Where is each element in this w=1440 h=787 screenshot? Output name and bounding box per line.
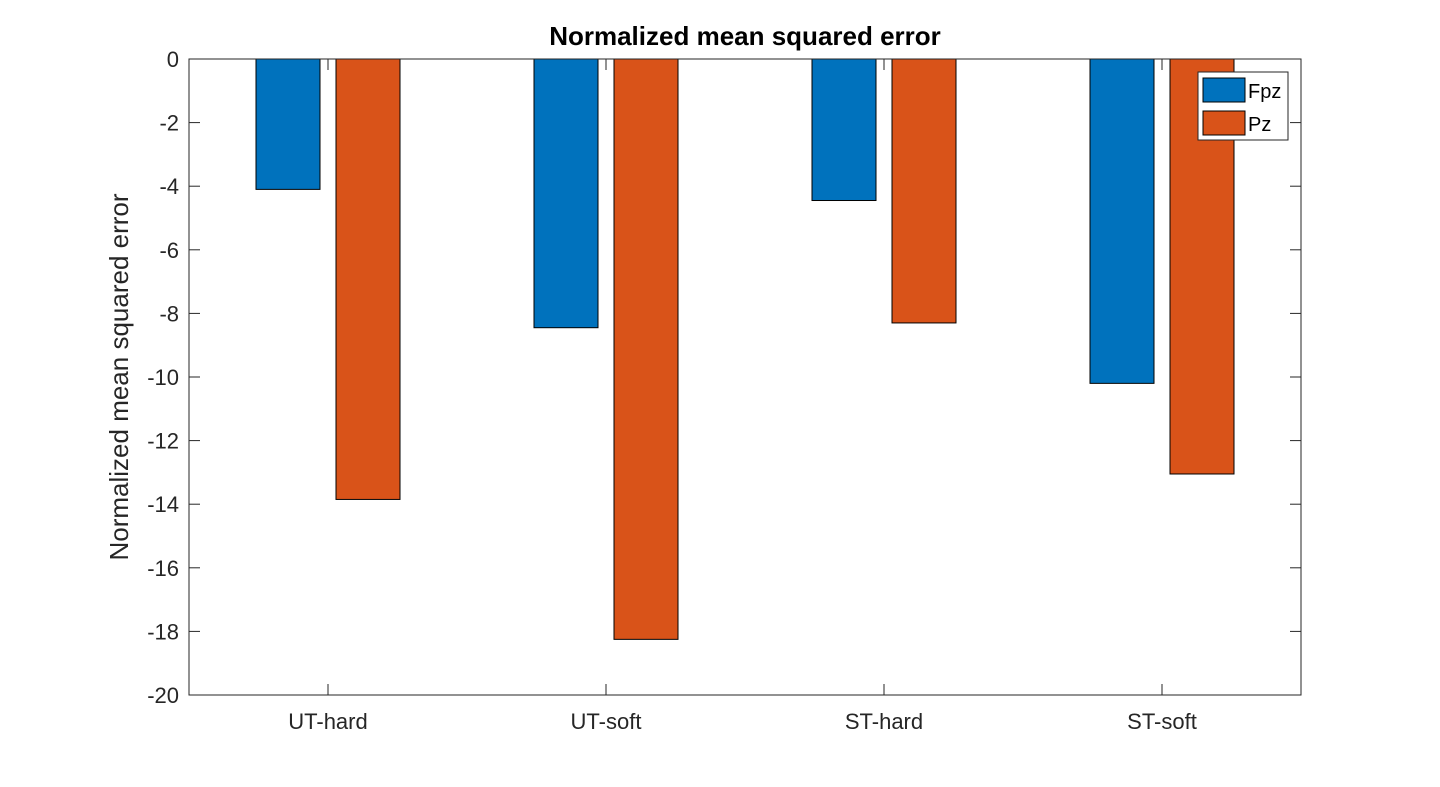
legend-swatch-pz <box>1202 110 1246 136</box>
x-tick-label-st-soft: ST-soft <box>1127 709 1197 734</box>
x-tick-label-ut-hard: UT-hard <box>288 709 367 734</box>
plot-frame <box>188 58 1302 696</box>
legend: Fpz Pz <box>1197 71 1289 141</box>
y-tick-label: -2 <box>159 111 179 136</box>
y-tick-label: -16 <box>147 556 179 581</box>
y-tick-label: -12 <box>147 429 179 454</box>
y-tick-label: -20 <box>147 683 179 708</box>
bar-fpz-ut-hard <box>255 58 321 190</box>
ticks-layer: 0 -2 -4 -6 -8 -10 -12 -14 -16 -18 -20 UT-hard UT-sof… <box>147 47 1301 734</box>
x-tick-label-st-hard: ST-hard <box>845 709 923 734</box>
y-tick-label: 0 <box>167 47 179 72</box>
bar-pz-st-hard <box>891 58 957 324</box>
x-tick-label-ut-soft: UT-soft <box>571 709 642 734</box>
legend-label-fpz: Fpz <box>1248 81 1281 103</box>
y-tick-label: -4 <box>159 174 179 199</box>
bar-pz-ut-soft <box>613 58 679 640</box>
bar-fpz-st-soft <box>1089 58 1155 384</box>
chart-title: Normalized mean squared error <box>549 21 941 51</box>
y-tick-label: -10 <box>147 365 179 390</box>
bar-fpz-st-hard <box>811 58 877 202</box>
legend-swatch-fpz <box>1202 77 1246 103</box>
y-axis-label: Normalized mean squared error <box>104 193 134 560</box>
y-tick-label: -14 <box>147 492 179 517</box>
y-tick-label: -8 <box>159 301 179 326</box>
bar-pz-ut-hard <box>335 58 401 500</box>
y-tick-label: -6 <box>159 238 179 263</box>
legend-label-pz: Pz <box>1248 114 1271 136</box>
bar-fpz-ut-soft <box>533 58 599 329</box>
y-tick-label: -18 <box>147 619 179 644</box>
